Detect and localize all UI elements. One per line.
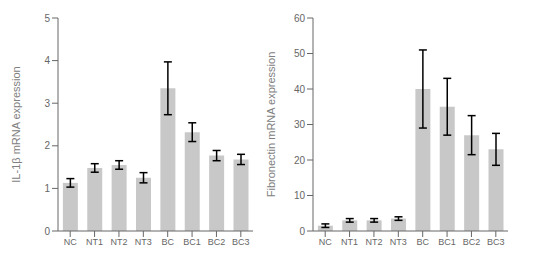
svg-text:BC2: BC2	[208, 237, 226, 247]
svg-text:BC1: BC1	[438, 237, 456, 247]
svg-text:10: 10	[294, 190, 306, 201]
svg-text:20: 20	[294, 155, 306, 166]
svg-text:BC2: BC2	[463, 237, 481, 247]
svg-text:2: 2	[44, 140, 50, 151]
svg-text:0: 0	[44, 226, 50, 237]
svg-text:Fibronectin mRNA expression: Fibronectin mRNA expression	[265, 52, 277, 198]
svg-text:4: 4	[44, 55, 50, 66]
svg-text:BC: BC	[161, 237, 174, 247]
svg-text:NT1: NT1	[86, 237, 103, 247]
svg-text:IL-1β mRNA expression: IL-1β mRNA expression	[10, 66, 22, 182]
svg-text:40: 40	[294, 84, 306, 95]
svg-text:50: 50	[294, 48, 306, 59]
svg-text:30: 30	[294, 119, 306, 130]
svg-text:0: 0	[299, 226, 305, 237]
svg-text:NT1: NT1	[341, 237, 358, 247]
svg-text:BC: BC	[416, 237, 429, 247]
svg-text:BC3: BC3	[487, 237, 505, 247]
svg-text:NC: NC	[319, 237, 332, 247]
svg-text:60: 60	[294, 13, 306, 24]
svg-text:NT3: NT3	[135, 237, 152, 247]
svg-text:BC3: BC3	[232, 237, 250, 247]
svg-text:BC1: BC1	[183, 237, 201, 247]
svg-text:3: 3	[44, 98, 50, 109]
svg-text:5: 5	[44, 13, 50, 24]
svg-text:1: 1	[44, 183, 50, 194]
svg-text:NT3: NT3	[390, 237, 407, 247]
svg-text:NT2: NT2	[110, 237, 127, 247]
svg-text:NT2: NT2	[365, 237, 382, 247]
svg-text:NC: NC	[64, 237, 77, 247]
